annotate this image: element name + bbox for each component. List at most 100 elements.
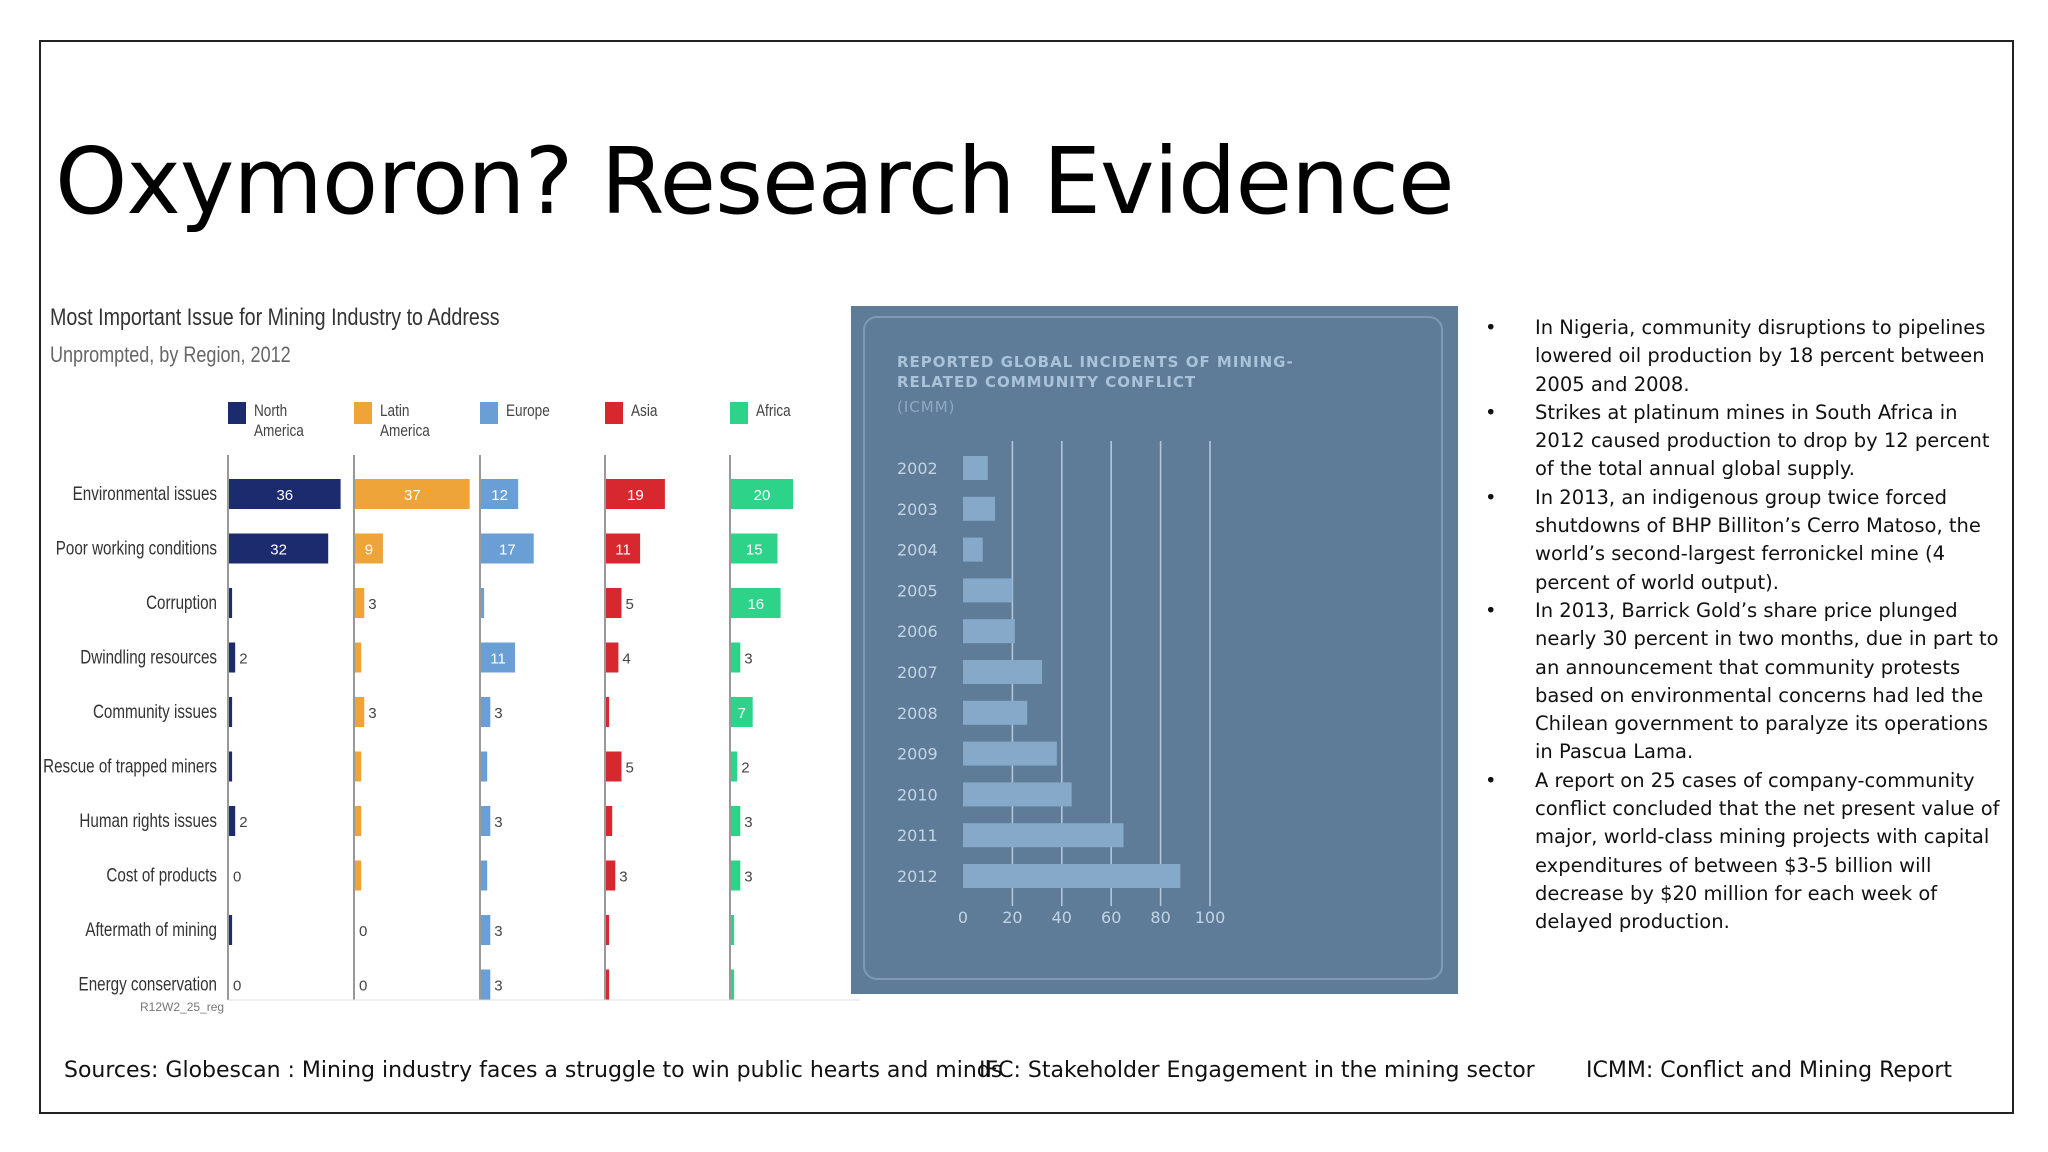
bar [229, 806, 236, 836]
bullet-marker: • [1485, 485, 1497, 509]
data-label: 2 [239, 651, 247, 668]
data-label: 0 [233, 869, 241, 886]
bar [606, 969, 610, 1000]
bar [731, 915, 735, 945]
bullet-text: Strikes at platinum mines in South Afric… [1535, 400, 1990, 481]
bar [963, 782, 1072, 807]
data-label: 3 [494, 923, 502, 940]
x-tick-label: 20 [1002, 908, 1022, 927]
bar [731, 642, 741, 673]
category-label: Rescue of trapped miners [43, 755, 217, 777]
data-label: 3 [368, 705, 376, 722]
legend-label: Europe [506, 402, 550, 421]
bar [481, 479, 519, 509]
year-label: 2008 [897, 704, 938, 723]
data-label: 3 [619, 869, 627, 886]
bar [229, 697, 233, 727]
slide-title: Oxymoron? Research Evidence [55, 128, 1455, 235]
bar [481, 860, 488, 891]
legend-swatch [228, 402, 246, 424]
incidents-chart: REPORTED GLOBAL INCIDENTS OF MINING-RELA… [851, 306, 1458, 994]
bullet-marker: • [1485, 400, 1497, 424]
chart2-title: REPORTED GLOBAL INCIDENTS OF MINING-RELA… [897, 353, 1294, 391]
legend-label: North [254, 402, 287, 421]
x-tick-label: 80 [1150, 908, 1170, 927]
bar [606, 860, 616, 891]
x-tick-label: 0 [958, 908, 968, 927]
data-label: 11 [615, 542, 631, 559]
bullet-item: • In 2013, an indigenous group twice forc… [1485, 484, 2000, 597]
year-label: 2004 [897, 541, 938, 560]
bar [731, 806, 741, 836]
x-tick-label: 100 [1195, 908, 1226, 927]
bar [606, 751, 622, 782]
year-label: 2003 [897, 500, 938, 519]
bar [606, 697, 610, 727]
bullet-marker: • [1485, 316, 1497, 339]
data-label: 3 [494, 814, 502, 831]
bar [606, 588, 622, 618]
data-label: 36 [276, 487, 293, 504]
bar [606, 479, 665, 509]
data-label: 5 [626, 596, 634, 613]
bar [963, 619, 1015, 644]
regional-issues-chart: Most Important Issue for Mining Industry… [40, 300, 860, 1030]
legend-label: America [380, 422, 430, 441]
bar [229, 751, 233, 782]
bullet-item: • In 2013, Barrick Gold’s share price plu… [1485, 597, 2000, 767]
source-icmm: ICMM: Conflict and Mining Report [1586, 1058, 1953, 1083]
bar [963, 864, 1181, 888]
bar [481, 751, 488, 782]
bar [731, 751, 738, 782]
bar [606, 806, 613, 836]
data-label: 2 [741, 760, 749, 777]
bar [606, 533, 641, 564]
chart2-plot: 2002 2003 2004 2005 2006 2007 2008 2009 2010 2011… [897, 441, 1226, 927]
data-label: 3 [744, 869, 752, 886]
data-label: 19 [627, 487, 644, 504]
x-tick-label: 60 [1101, 908, 1121, 927]
legend-label: Latin [380, 402, 409, 421]
legend-label: America [254, 422, 304, 441]
data-label: 20 [754, 487, 771, 504]
legend-swatch [730, 402, 748, 424]
bullet-text: A report on 25 cases of company-communit… [1535, 768, 2000, 934]
chart1-subtitle: Unprompted, by Region, 2012 [50, 342, 291, 367]
bar [963, 700, 1028, 725]
year-label: 2007 [897, 663, 938, 682]
bullet-marker: • [1485, 768, 1497, 792]
bar [229, 479, 341, 509]
bar [963, 578, 1013, 603]
incidents-chart-panel [863, 316, 1443, 980]
data-label: 17 [499, 542, 516, 559]
legend-swatch [354, 402, 372, 424]
data-label: 12 [491, 487, 508, 504]
bar [481, 697, 491, 727]
data-label: 15 [746, 542, 763, 559]
bar [963, 660, 1043, 684]
year-label: 2002 [897, 459, 938, 478]
category-label: Cost of products [106, 864, 217, 886]
data-label: 11 [490, 651, 506, 668]
data-label: 32 [270, 542, 287, 559]
bar [731, 697, 753, 727]
bar [731, 533, 778, 564]
data-label: 0 [359, 978, 367, 995]
data-label: 2 [239, 814, 247, 831]
bullet-marker: • [1485, 598, 1497, 622]
bar [481, 806, 491, 836]
bar [963, 823, 1124, 848]
bar [229, 642, 236, 673]
bar [731, 479, 793, 509]
category-label: Human rights issues [79, 809, 217, 831]
legend-swatch [480, 402, 498, 424]
bar [355, 642, 362, 673]
chart2-subtitle: (ICMM) [897, 398, 956, 416]
data-label: 3 [744, 814, 752, 831]
bar [481, 588, 485, 618]
data-label: 3 [744, 651, 752, 668]
data-label: 7 [738, 705, 746, 722]
bullet-list: • In Nigeria, community disruptions to pi… [1485, 314, 2000, 937]
source-globescan: Sources: Globescan : Mining industry fac… [64, 1058, 1003, 1083]
slide-frame [39, 40, 2014, 1114]
